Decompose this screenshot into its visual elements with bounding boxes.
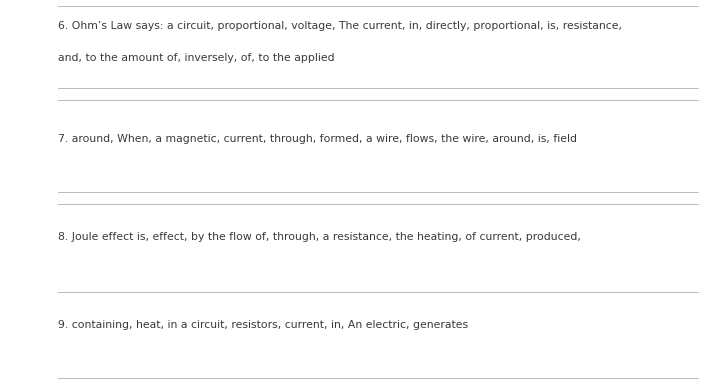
Text: and, to the amount of, inversely, of, to the applied: and, to the amount of, inversely, of, to…	[58, 53, 334, 63]
Text: 9. containing, heat, in a circuit, resistors, current, in, An electric, generate: 9. containing, heat, in a circuit, resis…	[58, 320, 468, 330]
Text: 6. Ohm’s Law says: a circuit, proportional, voltage, The current, in, directly, : 6. Ohm’s Law says: a circuit, proportion…	[58, 21, 621, 31]
Text: 7. around, When, a magnetic, current, through, formed, a wire, flows, the wire, : 7. around, When, a magnetic, current, th…	[58, 134, 577, 144]
Text: 8. Joule effect is, effect, by the flow of, through, a resistance, the heating, : 8. Joule effect is, effect, by the flow …	[58, 232, 580, 242]
